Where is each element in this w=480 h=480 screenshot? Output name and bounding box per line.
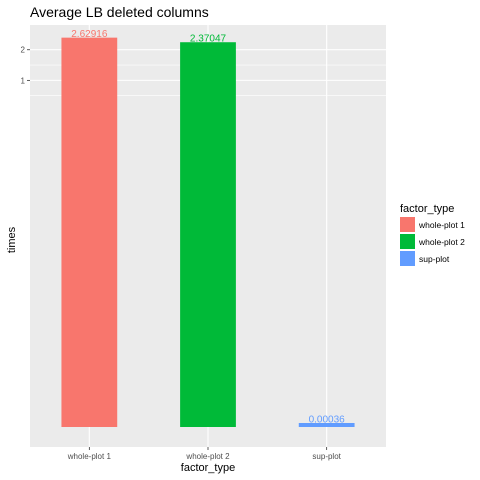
x-tick-label: sup-plot bbox=[312, 452, 341, 461]
bars bbox=[61, 37, 355, 427]
bar-sup-plot bbox=[298, 423, 355, 427]
data-label: 2.37047 bbox=[190, 34, 227, 45]
data-label: 0.00036 bbox=[309, 415, 346, 426]
data-label: 2.62916 bbox=[71, 29, 108, 40]
x-tick-label: whole-plot 2 bbox=[185, 452, 230, 461]
x-axis-title: factor_type bbox=[181, 462, 235, 474]
data-labels: 2.62916 2.37047 0.00036 bbox=[71, 29, 345, 425]
bar-whole-plot-1 bbox=[61, 37, 118, 427]
legend-title: factor_type bbox=[400, 203, 454, 215]
legend-label: whole-plot 2 bbox=[418, 237, 465, 247]
legend-label: sup-plot bbox=[419, 254, 450, 264]
legend: factor_type whole-plot 1 whole-plot 2 sup-… bbox=[400, 203, 465, 266]
y-axis-title: times bbox=[6, 226, 18, 253]
bar-whole-plot-2 bbox=[180, 42, 236, 427]
y-axis: 12 bbox=[21, 46, 30, 85]
y-tick-label: 1 bbox=[21, 76, 26, 85]
legend-swatch bbox=[400, 217, 415, 232]
legend-swatch bbox=[400, 234, 415, 249]
chart-title: Average LB deleted columns bbox=[30, 4, 209, 20]
x-axis: whole-plot 1 whole-plot 2 sup-plot bbox=[67, 447, 342, 461]
x-tick-label: whole-plot 1 bbox=[67, 452, 112, 461]
legend-swatch bbox=[400, 251, 415, 266]
legend-label: whole-plot 1 bbox=[418, 220, 465, 230]
y-tick-label: 2 bbox=[21, 46, 26, 55]
